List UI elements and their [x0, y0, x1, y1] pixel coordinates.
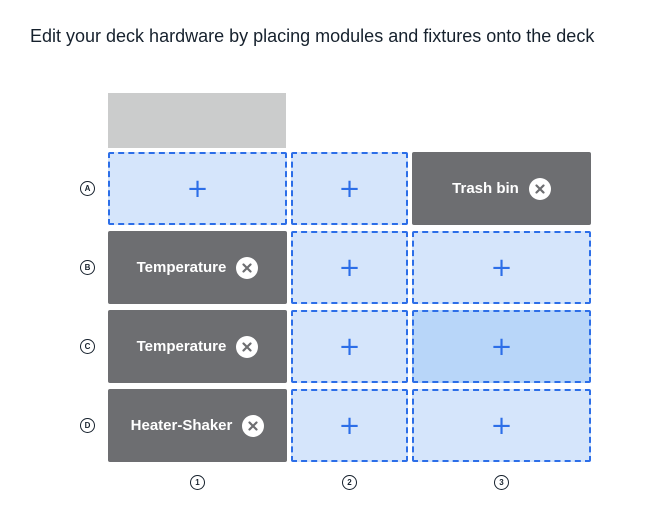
- remove-temperature-button[interactable]: [236, 335, 259, 358]
- slot-d3-add-button[interactable]: +: [412, 389, 591, 462]
- slot-a1-add-button[interactable]: +: [108, 152, 287, 225]
- close-icon: [248, 420, 258, 431]
- plus-icon: +: [490, 331, 513, 362]
- slot-b1-temperature-module: Temperature: [108, 231, 287, 304]
- slot-b3-add-button[interactable]: +: [412, 231, 591, 304]
- module-label: Temperature: [136, 259, 227, 276]
- slot-a3-trash-bin: Trash bin: [412, 152, 591, 225]
- slot-c1-temperature-module: Temperature: [108, 310, 287, 383]
- fixture-label: Trash bin: [452, 180, 519, 197]
- deck-header-block: [108, 93, 286, 148]
- close-icon: [535, 183, 545, 194]
- slot-d2-add-button[interactable]: +: [291, 389, 408, 462]
- column-label-1: 1: [190, 475, 205, 490]
- plus-icon: +: [338, 331, 361, 362]
- plus-icon: +: [338, 173, 361, 204]
- module-label: Heater-Shaker: [130, 417, 233, 434]
- plus-icon: +: [338, 252, 361, 283]
- slot-c3-add-button[interactable]: +: [412, 310, 591, 383]
- column-label-2: 2: [342, 475, 357, 490]
- column-label-3: 3: [494, 475, 509, 490]
- close-icon: [242, 262, 252, 273]
- plus-icon: +: [338, 410, 361, 441]
- page-instruction: Edit your deck hardware by placing modul…: [30, 26, 595, 46]
- remove-trash-bin-button[interactable]: [528, 177, 551, 200]
- plus-icon: +: [186, 173, 209, 204]
- plus-icon: +: [490, 252, 513, 283]
- row-label-a: A: [80, 181, 95, 196]
- module-label: Temperature: [136, 338, 227, 355]
- slot-b2-add-button[interactable]: +: [291, 231, 408, 304]
- row-label-c: C: [80, 339, 95, 354]
- row-label-b: B: [80, 260, 95, 275]
- remove-heater-shaker-button[interactable]: [242, 414, 265, 437]
- remove-temperature-button[interactable]: [236, 256, 259, 279]
- slot-c2-add-button[interactable]: +: [291, 310, 408, 383]
- slot-d1-heater-shaker-module: Heater-Shaker: [108, 389, 287, 462]
- row-label-d: D: [80, 418, 95, 433]
- slot-a2-add-button[interactable]: +: [291, 152, 408, 225]
- close-icon: [242, 341, 252, 352]
- plus-icon: +: [490, 410, 513, 441]
